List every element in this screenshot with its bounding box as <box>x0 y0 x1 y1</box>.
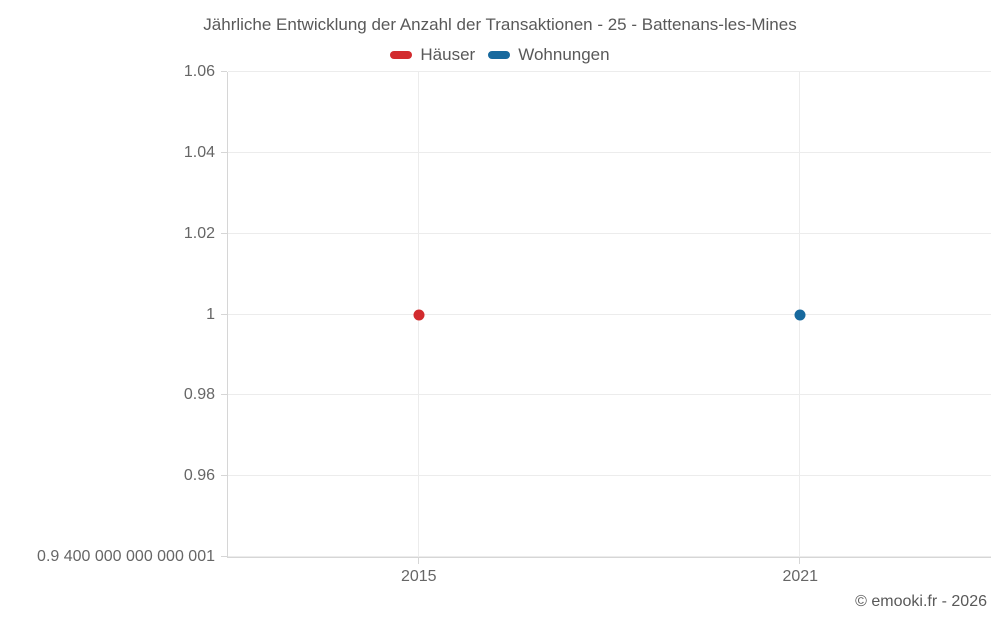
legend-item-häuser[interactable]: Häuser <box>390 45 475 65</box>
y-axis-tick <box>221 151 227 153</box>
chart-title: Jährliche Entwicklung der Anzahl der Tra… <box>203 15 797 34</box>
plot-area: 1.06 1.04 1.02 1 0.98 0.96 0.9 400 000 000 000… <box>37 63 991 585</box>
y-axis-label: 1.02 <box>183 224 215 242</box>
y-axis-label: 1.06 <box>183 63 215 80</box>
y-axis-tick <box>221 71 227 72</box>
y-gridline <box>228 151 991 153</box>
y-gridline <box>228 313 991 315</box>
x-axis-tick <box>417 558 419 564</box>
y-axis-label: 0.98 <box>183 386 215 404</box>
y-gridline <box>228 475 991 477</box>
y-gridline <box>228 71 991 72</box>
y-axis-tick <box>221 313 227 315</box>
y-axis-label: 0.9 400 000 000 000 001 <box>37 548 215 565</box>
chart-legend: Häuser Wohnungen <box>0 45 1000 65</box>
y-axis-tick <box>221 394 227 396</box>
x-axis-tick <box>799 558 801 564</box>
y-axis-label: 1.04 <box>183 143 215 161</box>
legend-label: Häuser <box>420 45 476 64</box>
x-axis-label: 2021 <box>782 568 819 585</box>
legend-item-wohnungen[interactable]: Wohnungen <box>488 45 610 65</box>
legend-label: Wohnungen <box>518 45 610 64</box>
y-axis-tick <box>221 556 227 557</box>
y-axis-label: 1 <box>206 305 215 323</box>
x-axis-label: 2015 <box>400 568 437 585</box>
y-axis-label: 0.96 <box>183 467 215 485</box>
data-point-häuser[interactable] <box>413 309 425 320</box>
legend-swatch-icon <box>488 51 511 59</box>
y-gridline <box>228 394 991 396</box>
y-gridline <box>228 556 991 557</box>
y-axis-tick <box>221 232 227 234</box>
legend-swatch-icon <box>390 51 413 59</box>
y-axis-tick <box>221 475 227 477</box>
watermark: © emooki.fr - 2026 <box>855 593 987 610</box>
y-gridline <box>228 232 991 234</box>
data-point-wohnungen[interactable] <box>794 309 806 320</box>
